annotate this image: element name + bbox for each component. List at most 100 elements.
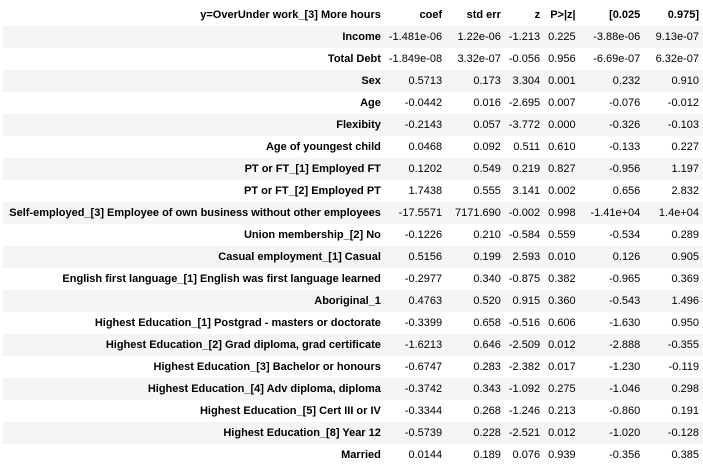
table-row: Casual employment_[1] Casual 0.5156 0.199 2… [3,246,703,268]
cell-ci-lower: -0.956 [609,163,641,175]
cell-p-value: 0.610 [548,141,576,153]
row-label: Highest Education_[2] Grad diploma, grad… [105,339,381,351]
cell-z: 0.511 [513,141,541,153]
cell-z: 0.915 [512,295,541,307]
cell-z: -1.246 [508,405,541,417]
header-dependent-variable: y=OverUnder work_[3] More hours [200,9,381,21]
cell-ci-upper: 1.4e+04 [658,207,699,219]
header-p-value: P>|z| [550,9,576,21]
cell-ci-lower: -0.965 [609,273,641,285]
row-label: Highest Education_[5] Cert III or IV [199,405,381,417]
cell-z: -2.509 [508,339,541,351]
cell-p-value: 0.000 [548,119,576,131]
table-row: Highest Education_[3] Bachelor or honour… [3,356,703,378]
cell-std-err: 0.646 [473,339,501,351]
cell-p-value: 0.213 [548,405,576,417]
cell-z: -0.056 [508,53,541,65]
cell-p-value: 0.012 [548,427,576,439]
cell-z: 0.076 [512,449,541,461]
cell-ci-lower: -0.534 [609,229,641,241]
cell-ci-upper: 6.32e-07 [655,53,699,65]
regression-table: y=OverUnder work_[3] More hours coef std… [3,4,703,466]
cell-z: -1.092 [508,383,541,395]
row-label: Highest Education_[8] Year 12 [223,427,381,439]
cell-coef: -0.3344 [404,405,443,417]
cell-std-err: 0.092 [473,141,501,153]
row-label: Highest Education_[3] Bachelor or honour… [153,361,381,373]
table-row: Aboriginal_1 0.4763 0.520 0.915 0.360 -0.543 1… [3,290,703,312]
cell-ci-upper: -0.012 [667,97,699,109]
cell-ci-lower: -1.630 [609,317,641,329]
cell-std-err: 0.189 [473,449,501,461]
cell-ci-upper: 0.910 [671,75,699,87]
cell-ci-upper: 0.298 [671,383,699,395]
cell-ci-upper: 0.227 [671,141,699,153]
table-row: Sex 0.5713 0.173 3.304 0.001 0.232 0.910 [3,70,703,92]
table-row: Income -1.481e-06 1.22e-06 -1.213 0.225 -3.88… [3,26,703,48]
table-row: Highest Education_[4] Adv diploma, diplo… [3,378,703,400]
cell-ci-lower: -6.69e-07 [593,53,641,65]
cell-z: -1.213 [508,31,541,43]
table-row: PT or FT_[2] Employed PT 1.7438 0.555 3.141… [3,180,703,202]
cell-z: 3.304 [512,75,541,87]
cell-ci-lower: -0.860 [609,405,641,417]
cell-z: -2.521 [508,427,541,439]
cell-ci-lower: -1.046 [609,383,641,395]
cell-std-err: 0.199 [473,251,501,263]
cell-std-err: 0.210 [473,229,501,241]
cell-ci-upper: 0.369 [671,273,699,285]
cell-ci-upper: 0.950 [671,317,699,329]
cell-ci-lower: -0.356 [609,449,641,461]
cell-p-value: 0.559 [548,229,576,241]
cell-coef: -17.5571 [398,207,443,219]
row-label: Married [341,449,381,461]
cell-ci-upper: 2.832 [671,185,699,197]
cell-std-err: 7171.690 [454,207,501,219]
cell-coef: 1.7438 [408,185,443,197]
row-label: Casual employment_[1] Casual [218,251,381,263]
table-row: Flexibity -0.2143 0.057 -3.772 0.000 -0.326 -0… [3,114,703,136]
row-label: Highest Education_[1] Postgrad - masters… [94,317,381,329]
cell-std-err: 3.32e-07 [457,53,501,65]
cell-z: -0.875 [508,273,541,285]
row-label: Age [360,97,381,109]
cell-ci-upper: -0.128 [667,427,699,439]
cell-coef: -0.6747 [404,361,443,373]
cell-coef: -1.481e-06 [388,31,443,43]
cell-z: -2.695 [508,97,541,109]
cell-std-err: 0.340 [473,273,501,285]
cell-coef: 0.0144 [408,449,443,461]
cell-ci-lower: 0.232 [612,75,641,87]
cell-p-value: 0.012 [548,339,576,351]
cell-ci-lower: -0.543 [609,295,641,307]
header-ci-lower: [0.025 [609,9,641,21]
cell-coef: 0.4763 [408,295,443,307]
cell-ci-lower: -1.230 [609,361,641,373]
cell-z: -0.516 [508,317,541,329]
row-label: Highest Education_[4] Adv diploma, diplo… [147,383,381,395]
row-label: Sex [361,75,381,87]
cell-p-value: 0.827 [548,163,576,175]
cell-std-err: 0.173 [473,75,501,87]
cell-p-value: 0.001 [548,75,576,87]
cell-z: -3.772 [508,119,541,131]
cell-coef: 0.1202 [408,163,443,175]
cell-coef: -0.3742 [404,383,443,395]
cell-ci-upper: 0.385 [671,449,699,461]
cell-ci-upper: 1.197 [671,163,699,175]
cell-ci-lower: -2.888 [609,339,641,351]
cell-std-err: 1.22e-06 [457,31,501,43]
cell-std-err: 0.658 [473,317,501,329]
row-label: Age of youngest child [265,141,381,153]
cell-std-err: 0.549 [473,163,501,175]
cell-p-value: 0.360 [548,295,576,307]
cell-ci-lower: 0.656 [612,185,641,197]
row-label: PT or FT_[1] Employed FT [244,163,381,175]
cell-z: -0.002 [508,207,541,219]
cell-p-value: 0.939 [548,449,576,461]
header-ci-upper: 0.975] [667,9,699,21]
cell-z: 0.219 [512,163,541,175]
row-label: Union membership_[2] No [243,229,381,241]
cell-coef: 0.0468 [408,141,443,153]
